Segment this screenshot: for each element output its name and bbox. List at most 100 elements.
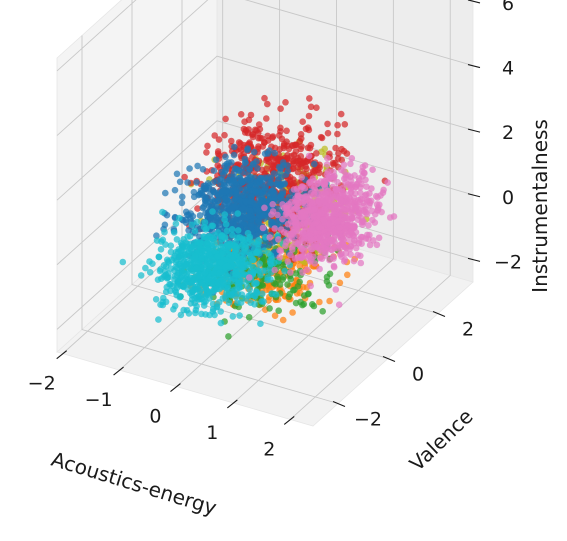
data-point bbox=[177, 247, 184, 254]
data-point bbox=[234, 284, 241, 292]
data-point bbox=[234, 267, 242, 275]
data-point bbox=[214, 279, 221, 287]
data-point bbox=[269, 208, 277, 215]
data-point bbox=[351, 237, 358, 244]
data-point bbox=[234, 210, 242, 217]
data-point bbox=[247, 178, 254, 186]
data-point bbox=[244, 229, 252, 237]
y-tick-mark bbox=[432, 310, 446, 318]
data-point bbox=[194, 283, 201, 290]
data-point bbox=[250, 256, 257, 264]
data-point bbox=[245, 249, 253, 256]
data-point bbox=[266, 234, 274, 241]
data-point bbox=[219, 279, 227, 287]
data-point bbox=[256, 174, 264, 182]
data-point bbox=[342, 174, 350, 181]
data-point bbox=[306, 95, 313, 102]
data-point bbox=[369, 216, 376, 224]
data-point bbox=[209, 208, 216, 215]
data-point bbox=[299, 283, 307, 291]
data-point bbox=[235, 279, 243, 286]
data-point bbox=[291, 255, 299, 262]
data-point bbox=[311, 160, 318, 168]
series-6 bbox=[246, 152, 398, 309]
data-point bbox=[210, 167, 218, 174]
data-point bbox=[277, 105, 284, 112]
data-point bbox=[184, 179, 191, 186]
data-point bbox=[352, 190, 359, 197]
data-point bbox=[237, 177, 245, 184]
x-tick-mark bbox=[56, 350, 68, 360]
data-point bbox=[352, 229, 360, 236]
data-point bbox=[222, 295, 230, 302]
data-point bbox=[208, 255, 216, 263]
data-point bbox=[311, 220, 319, 227]
data-point bbox=[316, 298, 323, 306]
data-point bbox=[239, 191, 247, 199]
data-point bbox=[242, 198, 250, 205]
data-point bbox=[289, 213, 297, 220]
data-point bbox=[221, 234, 229, 242]
data-point bbox=[336, 279, 344, 287]
x-tick-mark bbox=[227, 399, 238, 409]
data-point bbox=[230, 169, 238, 176]
data-point bbox=[310, 253, 317, 261]
data-point bbox=[226, 177, 233, 184]
data-point bbox=[305, 152, 313, 160]
data-point bbox=[259, 290, 266, 298]
data-point bbox=[177, 311, 185, 319]
data-point bbox=[272, 291, 280, 298]
data-point bbox=[187, 215, 194, 222]
data-point bbox=[374, 204, 382, 211]
data-point bbox=[174, 269, 182, 277]
data-point bbox=[275, 163, 283, 171]
data-point bbox=[266, 259, 274, 267]
data-point bbox=[303, 266, 311, 274]
data-point bbox=[324, 154, 331, 162]
data-point bbox=[215, 136, 223, 143]
data-point bbox=[318, 148, 325, 156]
data-point bbox=[251, 301, 258, 308]
data-point bbox=[329, 168, 337, 176]
data-point bbox=[249, 269, 257, 276]
data-point bbox=[192, 252, 199, 260]
data-point bbox=[189, 274, 196, 282]
data-point bbox=[269, 133, 277, 140]
data-point bbox=[179, 282, 187, 290]
data-point bbox=[153, 232, 160, 239]
tick-labels: −2 −1 0 1 2 −2 0 2 −2 0 2 4 6 bbox=[28, 0, 522, 460]
data-point bbox=[324, 129, 332, 137]
data-point bbox=[246, 274, 253, 281]
data-point bbox=[224, 251, 232, 258]
data-point bbox=[335, 150, 342, 157]
data-point bbox=[305, 112, 313, 120]
x-grid-line bbox=[233, 0, 394, 404]
data-point bbox=[290, 176, 297, 183]
data-point bbox=[186, 165, 193, 172]
data-point bbox=[332, 286, 340, 293]
data-point bbox=[245, 314, 253, 321]
data-point bbox=[214, 148, 222, 155]
data-point bbox=[366, 202, 373, 209]
data-point bbox=[245, 212, 253, 220]
data-point bbox=[337, 211, 345, 218]
data-point bbox=[211, 264, 218, 272]
data-point bbox=[229, 184, 237, 192]
data-point bbox=[375, 234, 383, 242]
data-point bbox=[193, 218, 201, 226]
data-point bbox=[175, 214, 183, 222]
data-point bbox=[163, 283, 171, 291]
data-point bbox=[255, 218, 263, 225]
data-point bbox=[305, 204, 312, 211]
data-point bbox=[146, 258, 153, 265]
data-point bbox=[332, 159, 339, 167]
data-point bbox=[202, 209, 209, 217]
data-point bbox=[171, 302, 179, 310]
data-point bbox=[192, 265, 200, 272]
data-point bbox=[232, 243, 240, 250]
data-point bbox=[242, 127, 250, 134]
data-point bbox=[198, 310, 205, 318]
data-point bbox=[217, 259, 224, 266]
data-point bbox=[217, 319, 225, 327]
